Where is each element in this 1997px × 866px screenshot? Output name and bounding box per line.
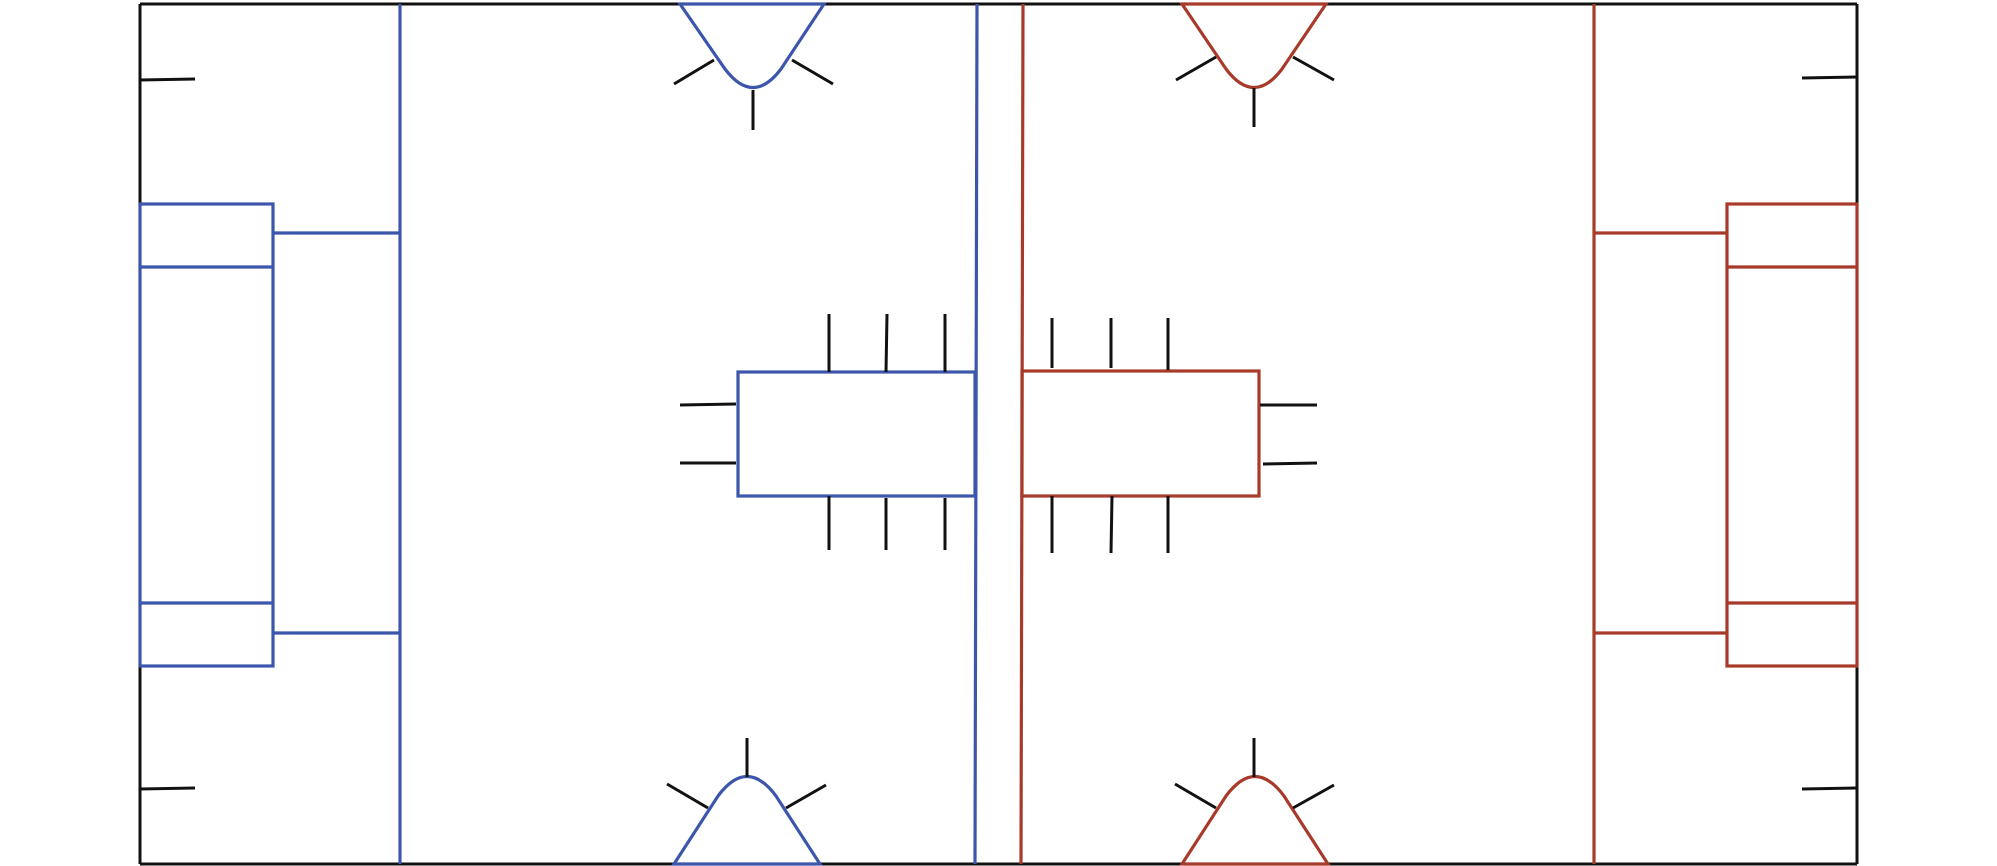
station-tick	[1292, 55, 1335, 82]
corner-tick	[139, 786, 196, 791]
corner-ticks	[139, 75, 1858, 791]
station-tick	[791, 58, 834, 86]
right-goal-box	[1725, 202, 1859, 668]
station-tick	[1174, 782, 1217, 810]
bench-ticks	[679, 313, 1318, 554]
station-ticks	[666, 55, 1335, 810]
left-team-markings	[138, 2, 979, 866]
court-boundary	[138, 2, 1859, 866]
right-top-station	[1178, 2, 1330, 89]
bench-tick	[1262, 461, 1318, 466]
left-bench-box	[736, 370, 977, 498]
station-tick	[1175, 55, 1217, 82]
station-tick	[785, 783, 827, 810]
right-team-markings	[1019, 2, 1859, 866]
right-bottom-station	[1179, 774, 1331, 866]
station-tick	[1292, 783, 1335, 810]
corner-tick	[1801, 786, 1858, 791]
bench-tick	[679, 402, 737, 407]
station-tick	[666, 782, 709, 810]
corner-tick	[139, 77, 196, 82]
left-bottom-station	[671, 774, 823, 866]
bench-tick	[884, 313, 889, 373]
bench-tick	[1109, 495, 1114, 554]
station-tick	[673, 58, 715, 86]
left-goal-box	[138, 202, 275, 668]
right-bench-box	[1020, 369, 1261, 498]
corner-tick	[1801, 75, 1858, 80]
left-top-station	[676, 2, 827, 89]
